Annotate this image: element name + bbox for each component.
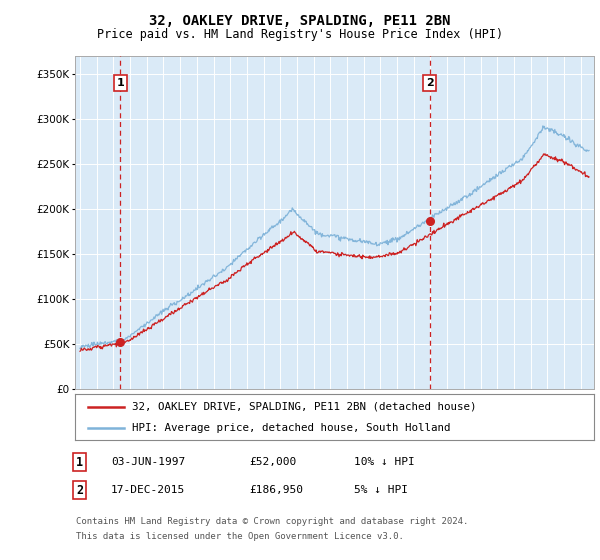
Text: 2: 2 [76, 483, 83, 497]
Text: £186,950: £186,950 [249, 485, 303, 495]
Text: HPI: Average price, detached house, South Holland: HPI: Average price, detached house, Sout… [132, 423, 451, 433]
Text: 10% ↓ HPI: 10% ↓ HPI [354, 457, 415, 467]
Text: 17-DEC-2015: 17-DEC-2015 [111, 485, 185, 495]
Text: 5% ↓ HPI: 5% ↓ HPI [354, 485, 408, 495]
Text: 2: 2 [426, 78, 434, 88]
Text: £52,000: £52,000 [249, 457, 296, 467]
Text: 32, OAKLEY DRIVE, SPALDING, PE11 2BN (detached house): 32, OAKLEY DRIVE, SPALDING, PE11 2BN (de… [132, 402, 476, 412]
Text: 1: 1 [116, 78, 124, 88]
Text: 32, OAKLEY DRIVE, SPALDING, PE11 2BN: 32, OAKLEY DRIVE, SPALDING, PE11 2BN [149, 14, 451, 28]
Text: 03-JUN-1997: 03-JUN-1997 [111, 457, 185, 467]
Text: 1: 1 [76, 455, 83, 469]
Text: Contains HM Land Registry data © Crown copyright and database right 2024.: Contains HM Land Registry data © Crown c… [76, 517, 469, 526]
Text: This data is licensed under the Open Government Licence v3.0.: This data is licensed under the Open Gov… [76, 532, 404, 541]
Text: Price paid vs. HM Land Registry's House Price Index (HPI): Price paid vs. HM Land Registry's House … [97, 28, 503, 41]
